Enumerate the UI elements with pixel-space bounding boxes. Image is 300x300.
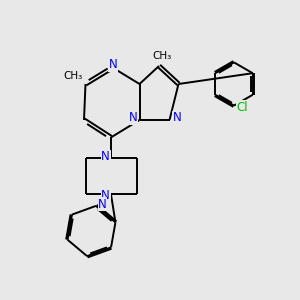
Text: N: N xyxy=(172,111,182,124)
Text: N: N xyxy=(101,189,110,203)
Text: N: N xyxy=(128,111,137,124)
Text: CH₃: CH₃ xyxy=(63,70,82,81)
Text: N: N xyxy=(98,198,107,211)
Text: CH₃: CH₃ xyxy=(152,51,172,62)
Text: N: N xyxy=(109,58,118,71)
Text: Cl: Cl xyxy=(237,100,248,114)
Text: N: N xyxy=(101,150,110,164)
